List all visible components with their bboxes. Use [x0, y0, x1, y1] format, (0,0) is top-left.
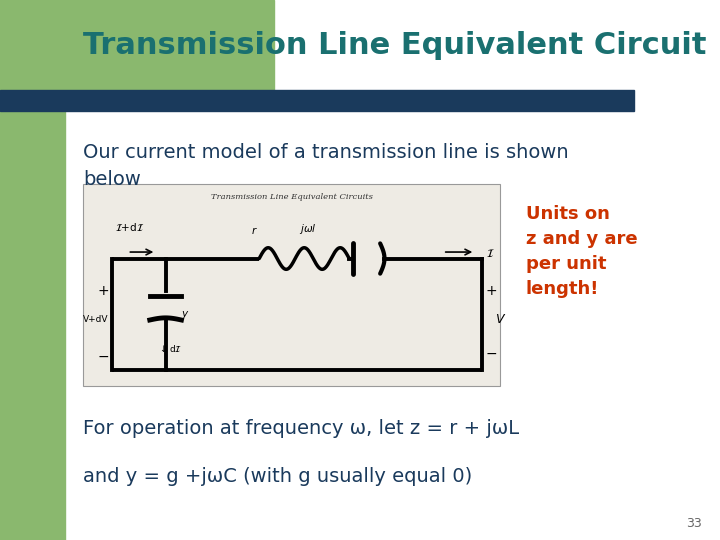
Text: −: − — [97, 349, 109, 363]
Text: V+dV: V+dV — [83, 315, 108, 324]
Bar — [83, 184, 500, 386]
Text: −: − — [486, 347, 498, 361]
Text: Our current model of a transmission line is shown: Our current model of a transmission line… — [83, 143, 568, 162]
Text: $\mathcal{I}$+d$\mathcal{I}$: $\mathcal{I}$+d$\mathcal{I}$ — [115, 221, 145, 233]
Text: j$\omega$l: j$\omega$l — [299, 222, 316, 236]
Text: $\downarrow$d$\mathcal{I}$: $\downarrow$d$\mathcal{I}$ — [158, 343, 182, 354]
Text: r: r — [252, 226, 256, 236]
Text: For operation at frequency ω, let z = r + jωL: For operation at frequency ω, let z = r … — [83, 418, 519, 437]
Text: Transmission Line Equivalent Circuit: Transmission Line Equivalent Circuit — [83, 31, 706, 60]
Text: 33: 33 — [686, 517, 702, 530]
Text: Units on
z and y are
per unit
length!: Units on z and y are per unit length! — [526, 205, 637, 298]
Text: and y = g +jωC (with g usually equal 0): and y = g +jωC (with g usually equal 0) — [83, 467, 472, 486]
Text: y: y — [181, 308, 188, 319]
Bar — [0, 0, 274, 90]
Text: $\mathcal{I}$: $\mathcal{I}$ — [486, 247, 495, 259]
Text: +: + — [486, 284, 498, 298]
Bar — [0, 0, 65, 540]
Bar — [0, 90, 634, 111]
Text: below: below — [83, 170, 140, 189]
Text: +: + — [97, 284, 109, 298]
Text: V: V — [495, 313, 504, 326]
Text: Transmission Line Equivalent Circuits: Transmission Line Equivalent Circuits — [211, 193, 372, 201]
